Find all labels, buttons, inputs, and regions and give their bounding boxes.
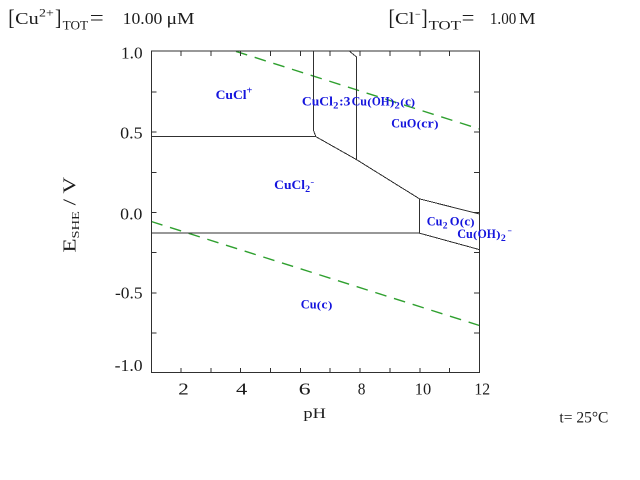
svg-text:2+: 2+ (39, 8, 54, 20)
svg-text:t= 25°C: t= 25°C (559, 409, 608, 426)
svg-text:TOT: TOT (63, 18, 89, 32)
svg-text:pH: pH (303, 406, 326, 422)
svg-text:−: − (311, 178, 315, 188)
svg-text:0.0: 0.0 (120, 205, 142, 224)
svg-text:2: 2 (178, 380, 189, 399)
svg-text:): ) (390, 98, 395, 109)
svg-text:=: = (462, 6, 475, 30)
svg-text:10.00: 10.00 (123, 9, 163, 28)
svg-text:CuO: CuO (391, 115, 416, 130)
svg-text:1.00: 1.00 (490, 9, 516, 28)
svg-text:−: − (508, 227, 512, 237)
svg-text:+: + (246, 85, 252, 96)
svg-text:-1.0: -1.0 (115, 356, 143, 375)
svg-text:): ) (328, 301, 332, 312)
svg-text:6: 6 (299, 380, 311, 399)
svg-text:Cu: Cu (15, 9, 39, 28)
svg-text:=: = (90, 6, 104, 30)
svg-text:ESHE / V: ESHE / V (59, 177, 82, 253)
svg-text:c: c (322, 297, 328, 312)
svg-text:]: ] (55, 5, 61, 30)
svg-text:2: 2 (333, 102, 339, 112)
svg-text:[: [ (389, 5, 395, 30)
svg-text:−: − (415, 9, 421, 21)
svg-text:Cu: Cu (352, 94, 367, 109)
svg-text:TOT: TOT (429, 18, 462, 32)
svg-text:CuCl: CuCl (274, 177, 305, 192)
svg-text:(: ( (460, 218, 465, 229)
svg-text:[: [ (8, 5, 14, 30)
svg-text:4: 4 (236, 380, 248, 399)
svg-text:(: ( (400, 98, 405, 109)
svg-text:2: 2 (305, 185, 310, 195)
svg-text:): ) (434, 119, 438, 130)
svg-text:μM: μM (167, 9, 195, 28)
svg-text:CuCl: CuCl (216, 87, 247, 102)
svg-text:M: M (519, 9, 536, 28)
svg-text:cr: cr (421, 115, 434, 130)
svg-text::3: :3 (339, 94, 351, 109)
svg-text:O: O (450, 214, 460, 229)
svg-text:(: ( (473, 230, 478, 241)
svg-text:CuCl: CuCl (302, 94, 333, 109)
svg-text:OH: OH (372, 94, 390, 109)
svg-text:c: c (464, 214, 470, 229)
svg-text:12: 12 (474, 380, 490, 399)
svg-text:2: 2 (501, 234, 506, 244)
svg-text:10: 10 (415, 380, 431, 399)
svg-text:Cu: Cu (427, 214, 443, 229)
svg-text:0.5: 0.5 (120, 124, 143, 143)
svg-text:c: c (405, 94, 411, 109)
svg-text:2: 2 (395, 102, 401, 112)
svg-text:(: ( (367, 98, 372, 109)
svg-text:]: ] (421, 5, 427, 30)
svg-text:): ) (496, 230, 500, 241)
svg-text:OH: OH (478, 226, 496, 241)
svg-text:): ) (470, 218, 474, 229)
svg-text:2: 2 (443, 222, 448, 232)
svg-text:8: 8 (358, 380, 366, 399)
svg-text:Cu: Cu (457, 226, 473, 241)
svg-text:-0.5: -0.5 (115, 284, 143, 303)
svg-text:Cl: Cl (395, 9, 415, 28)
svg-text:1.0: 1.0 (121, 44, 143, 63)
svg-text:): ) (411, 98, 415, 109)
svg-text:Cu: Cu (301, 297, 317, 312)
svg-text:(: ( (317, 301, 322, 312)
svg-text:(: ( (417, 119, 422, 130)
